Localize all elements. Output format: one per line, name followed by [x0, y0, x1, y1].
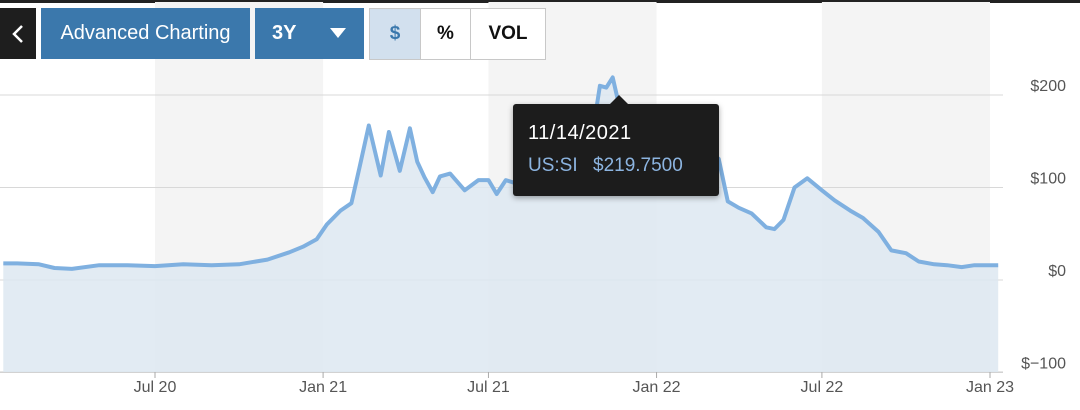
x-tick-label: Jul 21 [467, 379, 510, 396]
y-axis-labels: $200 $100 $0 $−100 [1021, 78, 1066, 373]
volume-mode-button[interactable]: VOL [471, 9, 545, 59]
chevron-left-icon [12, 24, 23, 43]
tooltip-date: 11/14/2021 [528, 122, 632, 144]
x-axis-labels: Jul 20 Jan 21 Jul 21 Jan 22 Jul 22 Jan 23 [134, 372, 1014, 396]
price-tooltip: 11/14/2021 US:SI $219.7500 [513, 95, 719, 196]
tooltip-arrow [610, 95, 628, 104]
dollar-mode-button[interactable]: $ [370, 9, 421, 59]
advanced-charting-button[interactable]: Advanced Charting [41, 8, 250, 59]
caret-down-icon [330, 28, 346, 38]
x-tick-label: Jan 22 [633, 379, 681, 396]
x-tick-label: Jan 23 [966, 379, 1014, 396]
tooltip-symbol: US:SI [528, 155, 578, 176]
y-tick-label: $−100 [1021, 356, 1066, 373]
x-tick-label: Jan 21 [299, 379, 347, 396]
percent-mode-button[interactable]: % [421, 9, 471, 59]
x-tick-label: Jul 20 [134, 379, 177, 396]
y-tick-label: $200 [1030, 78, 1066, 95]
back-button[interactable] [0, 8, 36, 59]
display-mode-toggle: $ % VOL [369, 8, 546, 60]
top-border [0, 0, 1080, 3]
y-tick-label: $100 [1030, 171, 1066, 188]
y-tick-label: $0 [1048, 263, 1066, 280]
x-tick-label: Jul 22 [801, 379, 844, 396]
advanced-charting-label: Advanced Charting [60, 22, 231, 44]
range-label: 3Y [272, 22, 297, 44]
range-dropdown[interactable]: 3Y [255, 8, 364, 59]
tooltip-value: $219.7500 [593, 155, 683, 176]
price-area [3, 77, 999, 373]
